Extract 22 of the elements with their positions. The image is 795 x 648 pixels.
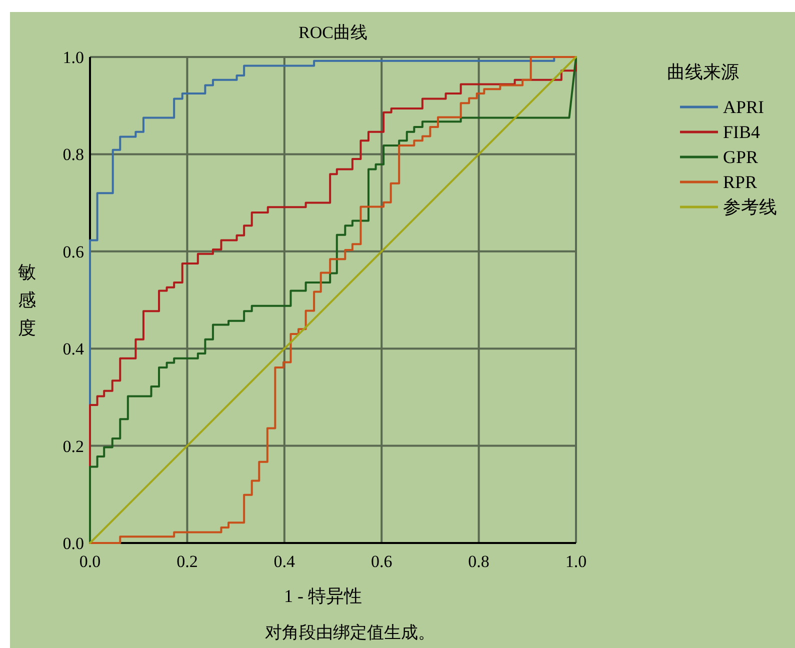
y-tick-label: 0.8 (62, 145, 84, 164)
chart-title: ROC曲线 (298, 23, 368, 42)
y-tick-label: 1.0 (62, 48, 84, 67)
x-tick-label: 0.8 (468, 552, 490, 571)
legend-label: APRI (723, 97, 764, 117)
x-tick-label: 0.6 (370, 552, 392, 571)
y-tick-label: 0.6 (62, 242, 84, 262)
legend-label: GPR (723, 147, 758, 167)
y-tick-label: 0.0 (62, 534, 84, 553)
x-tick-label: 0.0 (79, 552, 101, 571)
x-tick-label: 0.2 (176, 552, 198, 571)
legend-label: FIB4 (723, 122, 760, 142)
x-axis-title: 1 - 特异性 (284, 586, 362, 606)
text: 对角段由绑定值生成。 (265, 623, 435, 642)
y-axis-title: 敏感度 (18, 262, 36, 338)
legend-label: 参考线 (723, 197, 777, 217)
x-tick-label: 1.0 (565, 552, 587, 571)
x-tick-label: 0.4 (274, 552, 296, 571)
y-tick-label: 0.2 (62, 436, 84, 456)
legend-title: 曲线来源 (667, 62, 739, 82)
y-tick-label: 0.4 (62, 340, 84, 359)
legend-label: RPR (723, 172, 758, 192)
